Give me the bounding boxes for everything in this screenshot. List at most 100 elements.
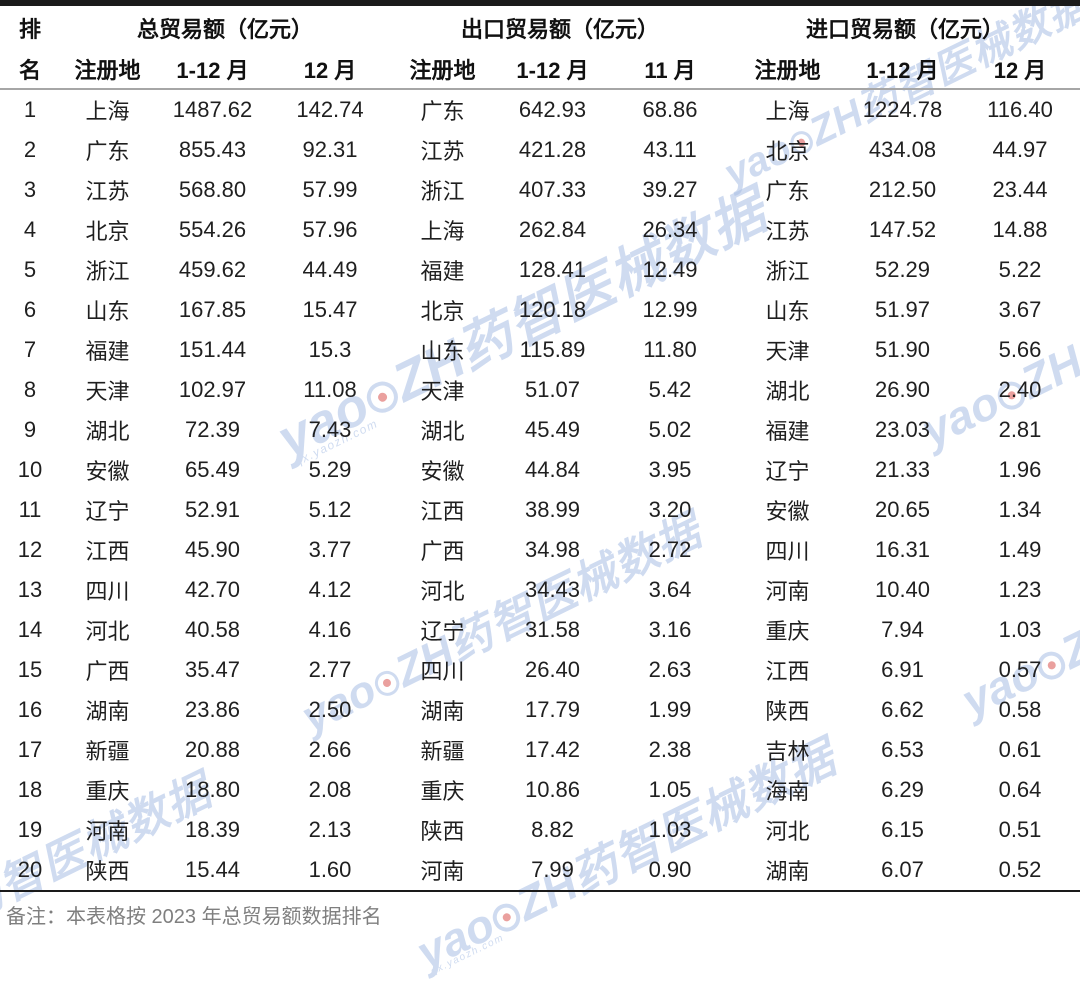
cell-rank: 5 [23,257,37,282]
cell-import-region: 福建 [765,419,810,444]
cell-total-region: 湖北 [85,419,130,444]
cell-import-region: 安徽 [765,499,810,524]
cell-import-region: 天津 [765,339,810,364]
header-divider [0,88,1080,90]
cell-total-region: 北京 [85,219,130,244]
cell-import-ytd: 6.91 [881,657,924,682]
cell-total-month: 2.13 [308,817,352,842]
cell-import-month: 0.57 [998,657,1042,682]
cell-import-month: 2.40 [998,377,1042,402]
col-header-export-region: 注册地 [409,58,476,83]
cell-import-region: 辽宁 [765,459,810,484]
table-row: 16 湖南 23.86 2.50 湖南 17.79 1.99 陕西 6.62 0… [0,690,1080,730]
cell-export-region: 江西 [420,499,465,524]
cell-export-ytd: 10.86 [524,777,581,802]
cell-export-month: 12.99 [642,297,698,322]
cell-total-month: 92.31 [302,137,358,162]
cell-export-ytd: 38.99 [524,497,581,522]
cell-import-month: 5.22 [998,257,1042,282]
cell-total-ytd: 18.39 [184,817,241,842]
cell-rank: 13 [17,577,43,602]
cell-import-ytd: 212.50 [868,177,937,202]
cell-export-month: 2.72 [648,537,692,562]
cell-import-month: 1.96 [998,457,1042,482]
cell-rank: 18 [17,777,43,802]
cell-total-ytd: 45.90 [184,537,241,562]
cell-import-region: 湖南 [765,859,810,884]
cell-import-month: 0.51 [998,817,1042,842]
cell-total-ytd: 855.43 [178,137,247,162]
cell-export-ytd: 262.84 [518,217,587,242]
cell-export-month: 3.20 [648,497,692,522]
cell-export-month: 11.80 [643,337,697,362]
cell-export-ytd: 7.99 [531,857,574,882]
cell-export-region: 北京 [420,299,465,324]
cell-total-month: 142.74 [296,97,364,122]
cell-total-region: 福建 [85,339,130,364]
cell-total-ytd: 35.47 [184,657,241,682]
cell-export-month: 3.95 [648,457,692,482]
cell-total-region: 浙江 [85,259,130,284]
cell-export-region: 广西 [420,539,465,564]
cell-import-region: 浙江 [765,259,810,284]
cell-import-ytd: 6.62 [881,697,924,722]
cell-total-ytd: 568.80 [178,177,247,202]
table-header-columns: 名 注册地 1-12 月 12 月 注册地 1-12 月 11 月 注册地 1-… [0,50,1080,88]
cell-total-region: 陕西 [85,859,130,884]
table-row: 13 四川 42.70 4.12 河北 34.43 3.64 河南 10.40 … [0,570,1080,610]
table-row: 5 浙江 459.62 44.49 福建 128.41 12.49 浙江 52.… [0,250,1080,290]
cell-total-ytd: 459.62 [178,257,247,282]
cell-import-ytd: 26.90 [874,377,931,402]
cell-export-month: 0.90 [648,857,692,882]
cell-total-ytd: 151.44 [178,337,247,362]
cell-total-ytd: 40.58 [184,617,241,642]
cell-export-region: 广东 [420,99,465,124]
cell-import-region: 山东 [765,299,810,324]
cell-total-region: 湖南 [85,699,130,724]
cell-export-month: 43.11 [643,137,697,162]
cell-import-ytd: 51.90 [874,337,931,362]
cell-total-region: 江西 [85,539,130,564]
cell-import-ytd: 7.94 [881,617,924,642]
cell-rank: 10 [17,457,43,482]
cell-total-region: 江苏 [85,179,130,204]
cell-import-month: 0.61 [998,737,1042,762]
cell-export-month: 2.63 [648,657,692,682]
table-row: 12 江西 45.90 3.77 广西 34.98 2.72 四川 16.31 … [0,530,1080,570]
cell-export-ytd: 17.42 [524,737,581,762]
group-header-import: 进口贸易额（亿元） [805,17,1004,42]
cell-export-region: 辽宁 [420,619,465,644]
cell-export-month: 5.02 [648,417,692,442]
cell-total-ytd: 554.26 [178,217,247,242]
cell-export-region: 陕西 [420,819,465,844]
cell-total-ytd: 52.91 [184,497,241,522]
cell-import-region: 海南 [765,779,810,804]
cell-total-ytd: 102.97 [178,377,247,402]
rank-header-top: 排 [18,17,41,42]
cell-export-region: 福建 [420,259,465,284]
table-row: 19 河南 18.39 2.13 陕西 8.82 1.03 河北 6.15 0.… [0,810,1080,850]
table-header-groups: 排 总贸易额（亿元） 出口贸易额（亿元） 进口贸易额（亿元） [0,6,1080,50]
cell-import-ytd: 10.40 [874,577,931,602]
cell-export-month: 68.86 [642,97,698,122]
cell-total-ytd: 65.49 [184,457,241,482]
cell-total-month: 44.49 [302,257,358,282]
cell-export-region: 上海 [420,219,465,244]
cell-import-region: 吉林 [765,739,810,764]
cell-import-month: 1.34 [998,497,1042,522]
cell-import-ytd: 147.52 [868,217,937,242]
col-header-total-region: 注册地 [74,58,141,83]
cell-import-month: 0.58 [998,697,1042,722]
cell-total-region: 广东 [85,139,130,164]
cell-rank: 3 [23,177,37,202]
cell-import-ytd: 16.31 [874,537,931,562]
cell-import-month: 14.88 [992,217,1048,242]
cell-import-region: 上海 [765,99,810,124]
cell-total-month: 2.66 [308,737,352,762]
cell-total-month: 11.08 [303,377,357,402]
cell-import-ytd: 434.08 [868,137,937,162]
cell-total-ytd: 18.80 [184,777,241,802]
col-header-export-ytd: 1-12 月 [516,58,589,83]
table-row: 1 上海 1487.62 142.74 广东 642.93 68.86 上海 1… [0,90,1080,130]
cell-import-month: 3.67 [998,297,1042,322]
